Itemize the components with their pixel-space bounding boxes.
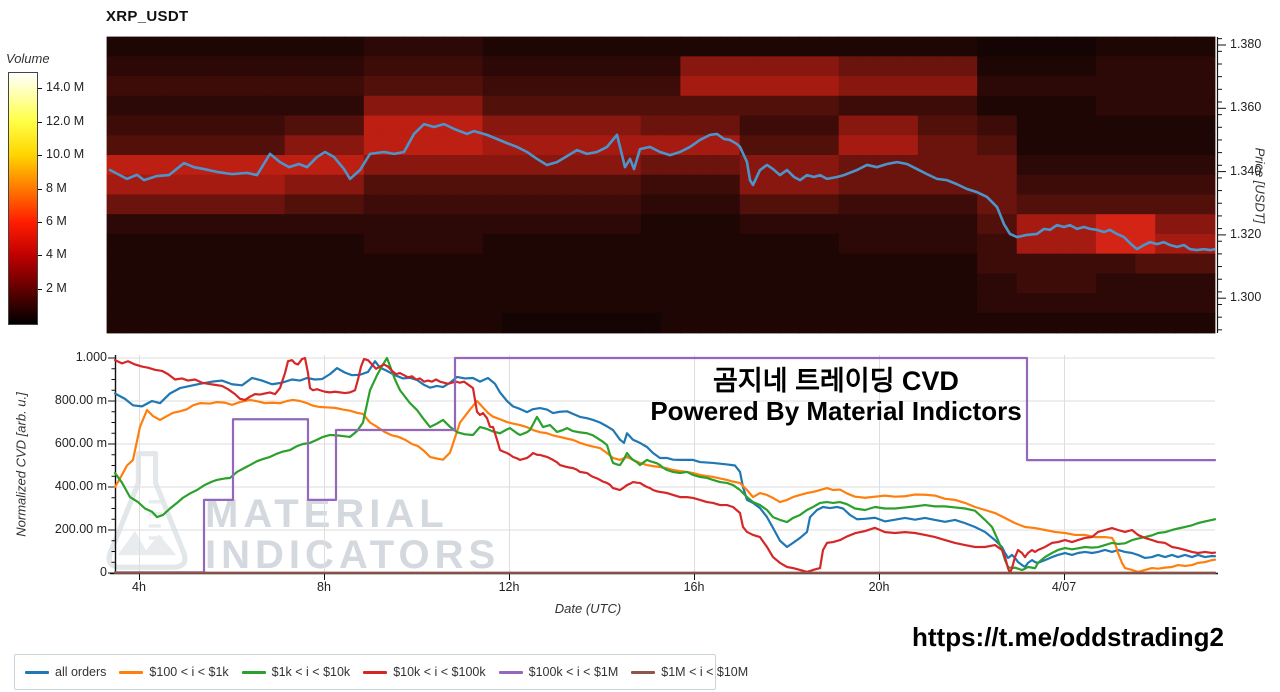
legend-line-swatch: [25, 670, 49, 674]
telegram-link[interactable]: https://t.me/oddstrading2: [912, 622, 1224, 652]
colorbar-title: Volume: [6, 51, 50, 66]
price-tick-label: 1.380: [1230, 37, 1262, 51]
legend-line-swatch: [119, 670, 144, 674]
colorbar-tick-label: 14.0 M: [46, 80, 85, 94]
price-tick-label: 1.320: [1230, 226, 1262, 241]
cvd-tick-label: 1.000: [75, 350, 107, 364]
cvd-tick-label: 600.00 m: [54, 436, 107, 450]
price-tick-label: 1.360: [1230, 100, 1262, 115]
price-axis-title: Price [USDT]: [1252, 147, 1268, 224]
cvd-tick-label: 0: [100, 565, 107, 579]
volume-colorbar: [8, 72, 38, 325]
legend-item-label: $100 < i < $1k: [149, 665, 229, 679]
legend-line-swatch: [631, 670, 656, 674]
price-tick-label: 1.300: [1230, 290, 1262, 305]
x-tick-label: 20h: [868, 580, 890, 594]
colorbar-tick-label: 8 M: [46, 181, 67, 195]
colorbar-tick-label: 6 M: [46, 214, 67, 228]
colorbar-tick-label: 10.0 M: [46, 147, 85, 161]
colorbar-tick-label: 2 M: [46, 281, 67, 295]
legend-item: $10k < i < $100k: [363, 665, 486, 679]
cvd-tick-label: 200.00 m: [54, 522, 107, 536]
price-tick-label: 1.340: [1230, 163, 1262, 178]
annotation-powered-by: Powered By Material Indictors: [650, 396, 1022, 427]
cvd-tick-label: 400.00 m: [54, 479, 107, 493]
colorbar-tick-label: 4 M: [46, 247, 67, 261]
cvd-axis-title: Normalized CVD [arb. u.]: [13, 392, 29, 537]
legend-line-swatch: [241, 670, 266, 674]
legend-line-swatch: [363, 670, 388, 674]
legend-item: $1k < i < $10k: [241, 665, 351, 679]
x-axis-title: Date (UTC): [554, 601, 622, 616]
page-title: XRP_USDT: [106, 8, 189, 25]
legend-item: all orders: [25, 665, 106, 679]
cvd-tick-label: 800.00 m: [54, 393, 107, 407]
legend-item: $100 < i < $1k: [119, 665, 229, 679]
legend-item-label: $100k < i < $1M: [528, 665, 619, 679]
x-tick-label: 4h: [132, 580, 146, 594]
annotation-korean-title: 곰지네 트레이딩 CVD: [713, 366, 959, 396]
colorbar-tick-label: 12.0 M: [46, 114, 85, 128]
x-tick-label: 8h: [317, 580, 331, 594]
legend-item-label: $1M < i < $10M: [661, 665, 749, 679]
legend-item: $100k < i < $1M: [498, 665, 619, 679]
x-tick-label: 16h: [683, 580, 705, 594]
legend-item-label: $10k < i < $100k: [393, 665, 486, 679]
x-tick-label: 4/07: [1051, 580, 1077, 594]
chart-annotation: 곰지네 트레이딩 CVD Powered By Material Indicto…: [520, 366, 1152, 427]
x-tick-label: 12h: [498, 580, 520, 594]
legend-item: $1M < i < $10M: [631, 665, 748, 679]
legend-item-label: all orders: [55, 665, 107, 679]
legend-item-label: $1k < i < $10k: [271, 665, 351, 679]
legend: all orders $100 < i < $1k $1k < i < $10k $1…: [14, 654, 748, 690]
legend-line-swatch: [498, 670, 523, 674]
